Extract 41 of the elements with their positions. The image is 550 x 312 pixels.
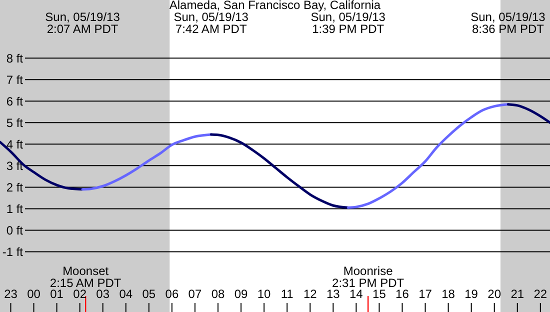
x-tick-label: 16 xyxy=(396,287,410,301)
y-tick-label: 4 ft xyxy=(6,137,24,152)
y-tick-label: 0 ft xyxy=(6,223,24,238)
x-tick-label: 11 xyxy=(280,287,294,301)
x-tick-label: 20 xyxy=(488,287,502,301)
chart-title: Alameda, San Francisco Bay, California xyxy=(169,0,381,12)
x-tick-label: 02 xyxy=(73,287,87,301)
y-tick-label: 6 ft xyxy=(6,94,24,108)
x-tick-label: 22 xyxy=(534,287,548,301)
y-tick-label: 5 ft xyxy=(6,116,24,130)
x-tick-label: 09 xyxy=(234,287,248,301)
x-tick-label: 07 xyxy=(188,287,202,301)
x-tick-label: 01 xyxy=(50,287,64,301)
x-tick-label: 10 xyxy=(257,287,272,301)
x-tick-label: 19 xyxy=(464,287,478,301)
x-tick-label: 15 xyxy=(372,287,386,301)
x-tick-label: 21 xyxy=(510,287,524,301)
y-tick-label: 1 ft xyxy=(6,202,24,216)
annotation: Sun, 05/19/13 1:39 PM PDT xyxy=(310,10,386,36)
x-tick-label: 17 xyxy=(418,287,432,301)
y-tick-label: 8 ft xyxy=(6,51,24,66)
annotation: Sun, 05/19/13 2:07 AM PDT xyxy=(45,10,120,36)
x-tick-label: 05 xyxy=(142,287,156,301)
x-tick-label: 12 xyxy=(303,287,318,301)
y-tick-label: 2 ft xyxy=(6,180,24,194)
ref-line-label: Moonset 2:15 AM PDT xyxy=(50,264,122,290)
x-tick-label: 06 xyxy=(165,287,179,301)
y-tick-label: 7 ft xyxy=(6,72,24,87)
x-tick-label: 00 xyxy=(27,287,41,301)
x-tick-label: 03 xyxy=(96,287,110,301)
x-tick-label: 08 xyxy=(211,287,225,301)
annotation: Sun, 05/19/13 8:36 PM PDT xyxy=(470,10,546,36)
annotation: Sun, 05/19/13 7:42 AM PDT xyxy=(174,10,249,36)
x-tick-label: 04 xyxy=(119,287,133,301)
ref-line-label: Moonrise 2:31 PM PDT xyxy=(332,264,405,290)
x-tick-label: 23 xyxy=(4,287,18,301)
line-series xyxy=(506,103,550,124)
x-tick-label: 13 xyxy=(326,287,340,301)
x-tick-label: 14 xyxy=(349,287,364,301)
y-tick-label: -1 ft xyxy=(2,244,24,259)
x-tick-label: 18 xyxy=(442,287,456,301)
